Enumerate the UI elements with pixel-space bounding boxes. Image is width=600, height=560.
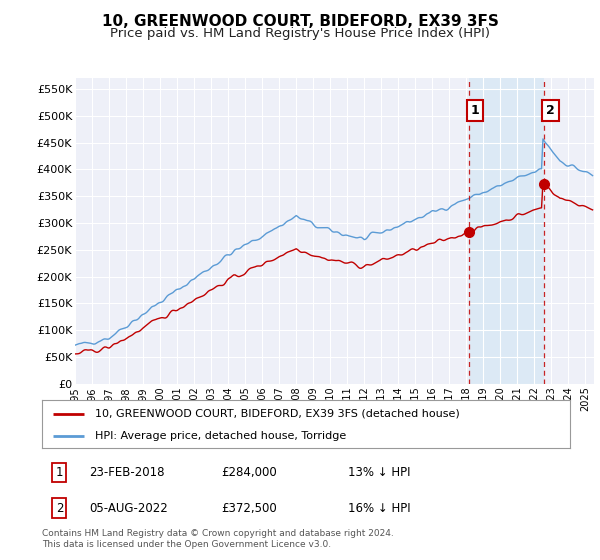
Text: 23-FEB-2018: 23-FEB-2018	[89, 466, 165, 479]
Text: 1: 1	[56, 466, 63, 479]
Text: 2: 2	[56, 502, 63, 515]
Text: 10, GREENWOOD COURT, BIDEFORD, EX39 3FS: 10, GREENWOOD COURT, BIDEFORD, EX39 3FS	[101, 14, 499, 29]
Text: 05-AUG-2022: 05-AUG-2022	[89, 502, 168, 515]
Text: £284,000: £284,000	[221, 466, 277, 479]
Text: £372,500: £372,500	[221, 502, 277, 515]
Text: HPI: Average price, detached house, Torridge: HPI: Average price, detached house, Torr…	[95, 431, 346, 441]
Text: 10, GREENWOOD COURT, BIDEFORD, EX39 3FS (detached house): 10, GREENWOOD COURT, BIDEFORD, EX39 3FS …	[95, 409, 460, 419]
Text: 13% ↓ HPI: 13% ↓ HPI	[348, 466, 411, 479]
Bar	[469, 78, 544, 384]
Text: 16% ↓ HPI: 16% ↓ HPI	[348, 502, 411, 515]
Text: Price paid vs. HM Land Registry's House Price Index (HPI): Price paid vs. HM Land Registry's House …	[110, 27, 490, 40]
Text: 1: 1	[470, 104, 479, 117]
Text: Contains HM Land Registry data © Crown copyright and database right 2024.
This d: Contains HM Land Registry data © Crown c…	[42, 529, 394, 549]
Text: 2: 2	[546, 104, 555, 117]
